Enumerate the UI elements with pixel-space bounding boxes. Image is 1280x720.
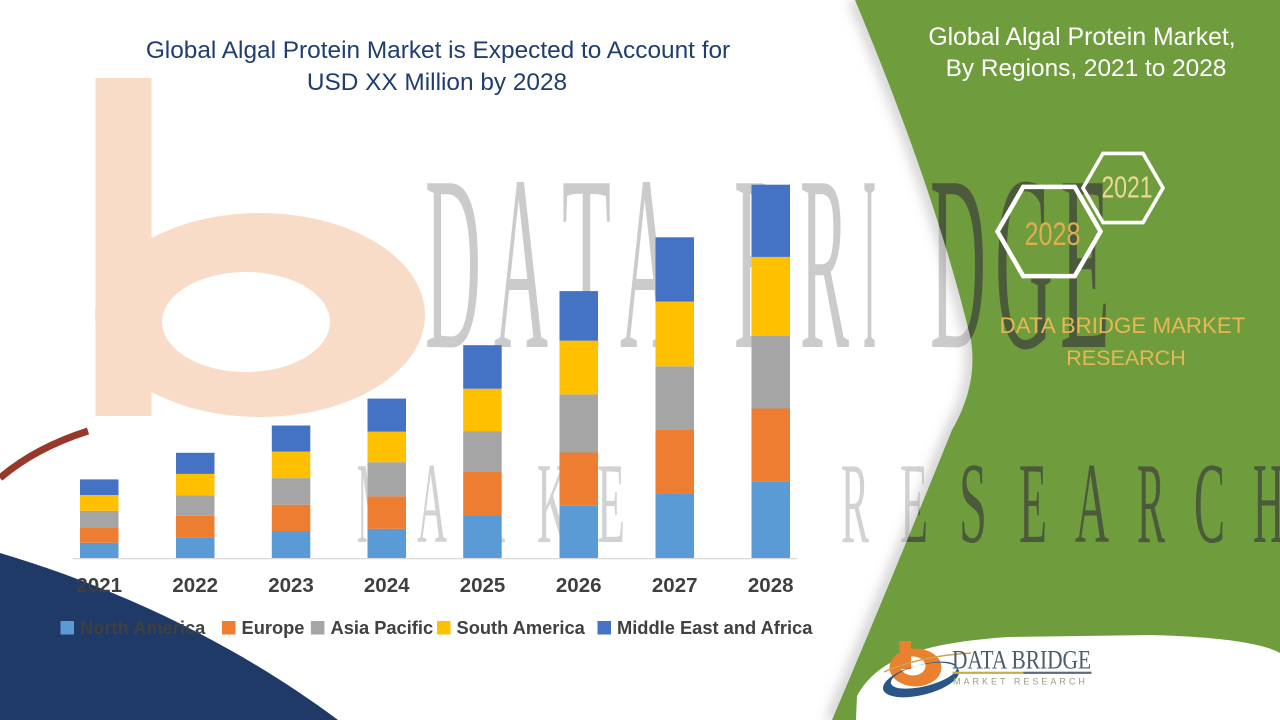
svg-text:2026: 2026 — [556, 574, 602, 597]
svg-text:S: S — [959, 440, 987, 567]
svg-text:DATA BRIDGE MARKET: DATA BRIDGE MARKET — [1000, 313, 1246, 338]
svg-text:I: I — [863, 125, 876, 402]
svg-text:R: R — [841, 440, 869, 567]
svg-text:Global Algal Protein Market,: Global Algal Protein Market, — [928, 24, 1235, 51]
svg-text:2021: 2021 — [1102, 171, 1153, 205]
svg-text:DATA BRIDGE: DATA BRIDGE — [952, 646, 1091, 675]
svg-text:A: A — [1075, 440, 1109, 567]
svg-text:R: R — [800, 125, 849, 402]
svg-text:2023: 2023 — [268, 574, 314, 597]
svg-text:2028: 2028 — [1025, 216, 1081, 252]
svg-text:E: E — [1019, 440, 1047, 567]
svg-text:Global Algal Protein Market is: Global Algal Protein Market is Expected … — [146, 37, 730, 64]
svg-text:H: H — [1253, 440, 1280, 567]
svg-text:Middle East and Africa: Middle East and Africa — [617, 617, 813, 638]
svg-text:2022: 2022 — [172, 574, 218, 597]
svg-text:A: A — [417, 440, 447, 567]
svg-text:E: E — [1060, 125, 1110, 402]
svg-text:Europe: Europe — [242, 617, 305, 638]
svg-text:Asia Pacific: Asia Pacific — [331, 617, 434, 638]
svg-text:2024: 2024 — [364, 574, 410, 597]
svg-text:2028: 2028 — [748, 574, 794, 597]
svg-text:By Regions, 2021 to 2028: By Regions, 2021 to 2028 — [946, 55, 1227, 82]
svg-text:MARKET RESEARCH: MARKET RESEARCH — [953, 677, 1088, 687]
svg-text:USD XX Million by 2028: USD XX Million by 2028 — [307, 69, 567, 96]
svg-text:2025: 2025 — [460, 574, 506, 597]
svg-text:North America: North America — [80, 617, 206, 638]
svg-text:R: R — [1137, 440, 1165, 567]
svg-text:RESEARCH: RESEARCH — [1066, 346, 1185, 370]
svg-text:2021: 2021 — [76, 574, 122, 597]
svg-text:2027: 2027 — [652, 574, 698, 597]
svg-text:A: A — [494, 125, 548, 402]
svg-text:E: E — [597, 440, 625, 567]
svg-text:C: C — [1194, 440, 1225, 567]
svg-text:South America: South America — [457, 617, 586, 638]
svg-text:G: G — [995, 125, 1053, 402]
